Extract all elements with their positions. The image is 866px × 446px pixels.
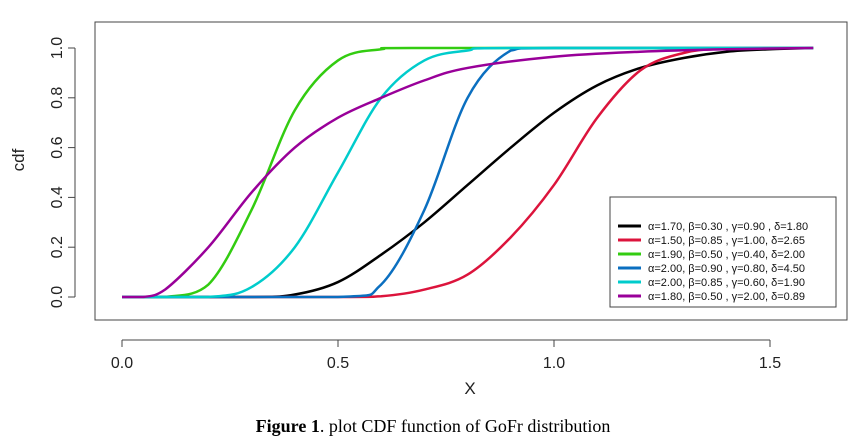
series-line-5: [122, 46, 814, 299]
x-tick-label: 0.5: [327, 355, 349, 372]
x-tick-label: 1.5: [759, 355, 781, 372]
x-tick-label: 0.0: [111, 355, 133, 372]
caption-text: . plot CDF function of GoFr distribution: [319, 416, 611, 436]
figure-caption: Figure 1. plot CDF function of GoFr dist…: [0, 416, 866, 437]
legend-entry: α=1.50, β=0.85 , γ=1.00, δ=2.65: [648, 235, 805, 247]
plot-frame: [94, 21, 848, 321]
series-line-6: [122, 46, 814, 299]
caption-label: Figure 1: [255, 416, 320, 436]
cdf-chart: 0.0 0.5 1.0 1.5 0.0 0.2 0.4 0.6 0.8 1.0 X cdf α=1…: [9, 21, 848, 398]
y-axis-label: cdf: [9, 148, 28, 171]
y-tick-label: 0.0: [49, 286, 66, 308]
legend-entry: α=2.00, β=0.90 , γ=0.80, δ=4.50: [648, 263, 805, 275]
legend-box: [609, 196, 837, 308]
legend-entry: α=1.70, β=0.30 , γ=0.90 , δ=1.80: [648, 221, 808, 233]
y-tick-label: 0.4: [49, 186, 66, 208]
y-tick-label: 1.0: [49, 37, 66, 59]
y-tick-label: 0.8: [49, 87, 66, 109]
x-tick-label: 1.0: [543, 355, 565, 372]
x-axis-label: X: [464, 379, 475, 398]
legend: α=1.70, β=0.30 , γ=0.90 , δ=1.80 α=1.50, …: [609, 196, 837, 308]
legend-entry: α=1.90, β=0.50 , γ=0.40, δ=2.00: [648, 249, 805, 261]
series-line-1: [122, 46, 814, 299]
legend-entry: α=1.80, β=0.50 , γ=2.00, δ=0.89: [648, 291, 805, 303]
y-tick-label: 0.2: [49, 236, 66, 258]
y-tick-label: 0.6: [49, 136, 66, 158]
legend-entry: α=2.00, β=0.85 , γ=0.60, δ=1.90: [648, 277, 805, 289]
